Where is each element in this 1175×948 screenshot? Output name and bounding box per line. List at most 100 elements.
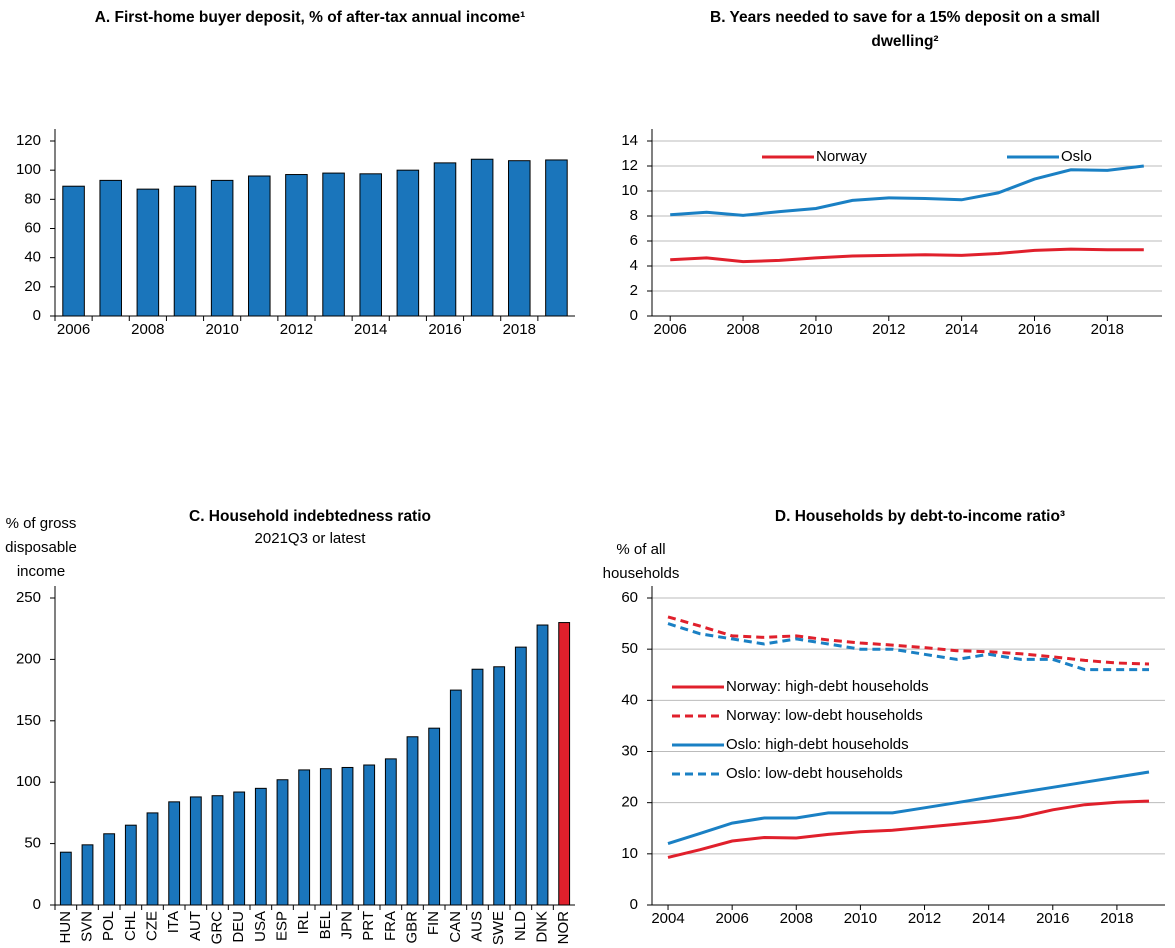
legend-label: Oslo: low-debt households bbox=[726, 765, 903, 782]
bar bbox=[210, 179, 234, 317]
bar bbox=[396, 169, 420, 317]
x-tick-label: HUN bbox=[57, 911, 74, 944]
bar bbox=[359, 173, 382, 317]
y-tick-label: 12 bbox=[621, 157, 638, 174]
bar bbox=[211, 795, 224, 906]
x-tick-label: SWE bbox=[490, 911, 507, 945]
line bbox=[670, 164, 1144, 217]
y-tick-label: 40 bbox=[24, 249, 41, 266]
y-tick-label: 40 bbox=[621, 691, 638, 708]
bar bbox=[406, 736, 419, 906]
line bbox=[670, 247, 1144, 264]
x-tick-label: DEU bbox=[230, 911, 247, 943]
bar bbox=[298, 769, 311, 906]
chart-title: C. Household indebtedness ratio bbox=[189, 508, 431, 525]
y-tick-label: 0 bbox=[33, 896, 41, 913]
bar bbox=[384, 758, 397, 906]
y-tick-label: 120 bbox=[16, 132, 41, 149]
x-tick-label: NLD bbox=[512, 911, 529, 941]
bar bbox=[103, 833, 116, 906]
bar bbox=[493, 666, 506, 906]
chart-title: B. Years needed to save for a 15% deposi… bbox=[710, 9, 1100, 50]
x-tick-label: 2008 bbox=[780, 910, 813, 927]
bar bbox=[276, 779, 289, 906]
y-tick-label: 0 bbox=[33, 307, 41, 324]
x-tick-label: 2010 bbox=[799, 321, 832, 338]
x-tick-label: ESP bbox=[273, 911, 290, 941]
legend-label: Norway bbox=[816, 148, 867, 165]
x-tick-label: 2008 bbox=[131, 321, 164, 338]
legend-label: Oslo bbox=[1061, 148, 1092, 165]
y-tick-label: 60 bbox=[621, 589, 638, 606]
bar bbox=[363, 764, 376, 906]
y-tick-label: 10 bbox=[621, 845, 638, 862]
bar bbox=[285, 174, 308, 317]
bar bbox=[146, 812, 159, 906]
x-tick-label: FRA bbox=[382, 911, 399, 941]
bar bbox=[136, 188, 160, 317]
x-tick-label: 2018 bbox=[1100, 910, 1133, 927]
y-tick-label: 30 bbox=[621, 742, 638, 759]
x-tick-label: BEL bbox=[317, 911, 334, 939]
bar bbox=[59, 851, 72, 906]
bar bbox=[189, 796, 202, 906]
bar bbox=[428, 727, 441, 906]
bar bbox=[124, 824, 137, 906]
x-tick-label: 2014 bbox=[945, 321, 978, 338]
y-tick-label: 50 bbox=[621, 640, 638, 657]
x-tick-label: POL bbox=[100, 911, 117, 941]
bar bbox=[433, 162, 457, 317]
x-tick-label: 2018 bbox=[503, 321, 536, 338]
y-tick-label: 20 bbox=[24, 278, 41, 295]
x-tick-label: FIN bbox=[425, 911, 442, 935]
chart-subtitle: 2021Q3 or latest bbox=[254, 530, 366, 547]
y-tick-label: 2 bbox=[630, 282, 638, 299]
x-tick-label: 2004 bbox=[651, 910, 684, 927]
y-tick-label: 20 bbox=[621, 794, 638, 811]
legend-label: Oslo: high-debt households bbox=[726, 736, 909, 753]
x-tick-label: CAN bbox=[447, 911, 464, 943]
y-tick-label: 250 bbox=[16, 589, 41, 606]
y-tick-label: 200 bbox=[16, 650, 41, 667]
legend-label: Norway: low-debt households bbox=[726, 707, 923, 724]
bar bbox=[62, 185, 85, 317]
x-tick-label: DNK bbox=[533, 911, 550, 943]
bar bbox=[449, 689, 462, 906]
y-tick-label: 100 bbox=[16, 161, 41, 178]
y-tick-label: 100 bbox=[16, 773, 41, 790]
x-tick-label: USA bbox=[252, 911, 269, 942]
bar bbox=[99, 179, 122, 317]
line bbox=[667, 770, 1150, 846]
y-tick-label: 150 bbox=[16, 712, 41, 729]
line bbox=[667, 615, 1150, 666]
bar bbox=[254, 787, 267, 906]
x-tick-label: 2014 bbox=[972, 910, 1005, 927]
x-tick-label: SVN bbox=[78, 911, 95, 942]
x-tick-label: 2006 bbox=[654, 321, 687, 338]
bar bbox=[233, 791, 246, 906]
y-tick-label: 6 bbox=[630, 232, 638, 249]
x-tick-label: 2016 bbox=[1018, 321, 1051, 338]
x-tick-label: ITA bbox=[165, 911, 182, 933]
chart-title: A. First-home buyer deposit, % of after-… bbox=[94, 9, 526, 26]
line bbox=[667, 799, 1150, 859]
bar bbox=[558, 622, 571, 906]
bar bbox=[545, 159, 568, 317]
x-tick-label: 2012 bbox=[908, 910, 941, 927]
y-tick-label: 10 bbox=[621, 182, 638, 199]
chart-title: D. Households by debt-to-income ratio³ bbox=[774, 508, 1066, 525]
bar bbox=[168, 801, 181, 906]
x-tick-label: CHL bbox=[122, 911, 139, 941]
x-tick-label: 2006 bbox=[57, 321, 90, 338]
y-tick-label: 60 bbox=[24, 219, 41, 236]
bar bbox=[322, 172, 345, 317]
x-tick-label: 2016 bbox=[428, 321, 461, 338]
y-tick-label: 0 bbox=[630, 307, 638, 324]
bar bbox=[173, 185, 197, 317]
bar bbox=[341, 766, 354, 906]
x-tick-label: 2016 bbox=[1036, 910, 1069, 927]
y-tick-label: 14 bbox=[621, 132, 638, 149]
x-tick-label: JPN bbox=[338, 911, 355, 939]
x-tick-label: 2014 bbox=[354, 321, 387, 338]
